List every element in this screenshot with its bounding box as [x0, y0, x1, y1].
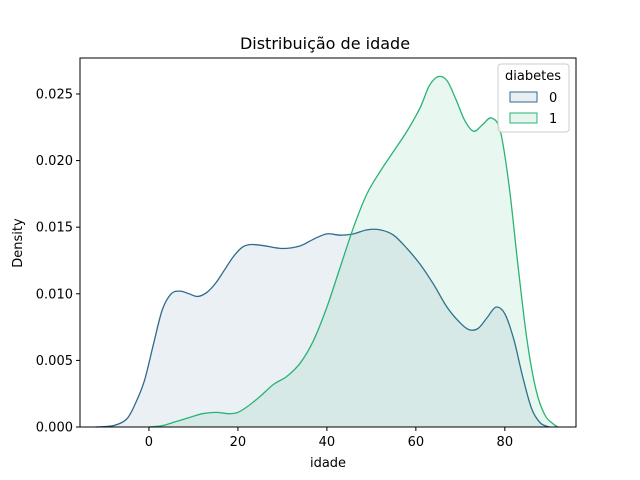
x-axis: 0 20 40 60 80 — [145, 427, 513, 450]
legend-title: diabetes — [505, 69, 561, 84]
x-tick-label: 80 — [497, 435, 514, 450]
x-tick-label: 0 — [145, 435, 153, 450]
chart-title: Distribuição de idade — [240, 34, 410, 53]
x-axis-label: idade — [310, 456, 346, 471]
plot-areas — [95, 75, 559, 428]
series-0-line — [95, 228, 550, 428]
y-tick-label: 0.010 — [36, 287, 73, 302]
legend-label-1: 1 — [549, 112, 557, 127]
y-axis-label: Density — [11, 218, 26, 268]
legend: diabetes 0 1 — [497, 63, 570, 133]
series-0-area — [95, 229, 550, 427]
legend-swatch-0 — [509, 91, 538, 103]
y-tick-label: 0.015 — [36, 221, 73, 236]
x-tick-label: 60 — [408, 435, 425, 450]
legend-swatch-1 — [509, 112, 538, 124]
y-tick-label: 0.000 — [36, 421, 73, 436]
series-1-line — [148, 75, 559, 428]
legend-label-0: 0 — [549, 91, 557, 106]
plot-frame — [79, 57, 577, 428]
y-axis: 0.000 0.005 0.010 0.015 0.020 0.025 — [36, 87, 80, 436]
series-1-area — [148, 76, 559, 428]
y-tick-label: 0.005 — [36, 354, 73, 369]
x-tick-label: 20 — [230, 435, 247, 450]
y-tick-label: 0.025 — [36, 87, 73, 102]
y-tick-label: 0.020 — [36, 154, 73, 169]
x-tick-label: 40 — [319, 435, 336, 450]
